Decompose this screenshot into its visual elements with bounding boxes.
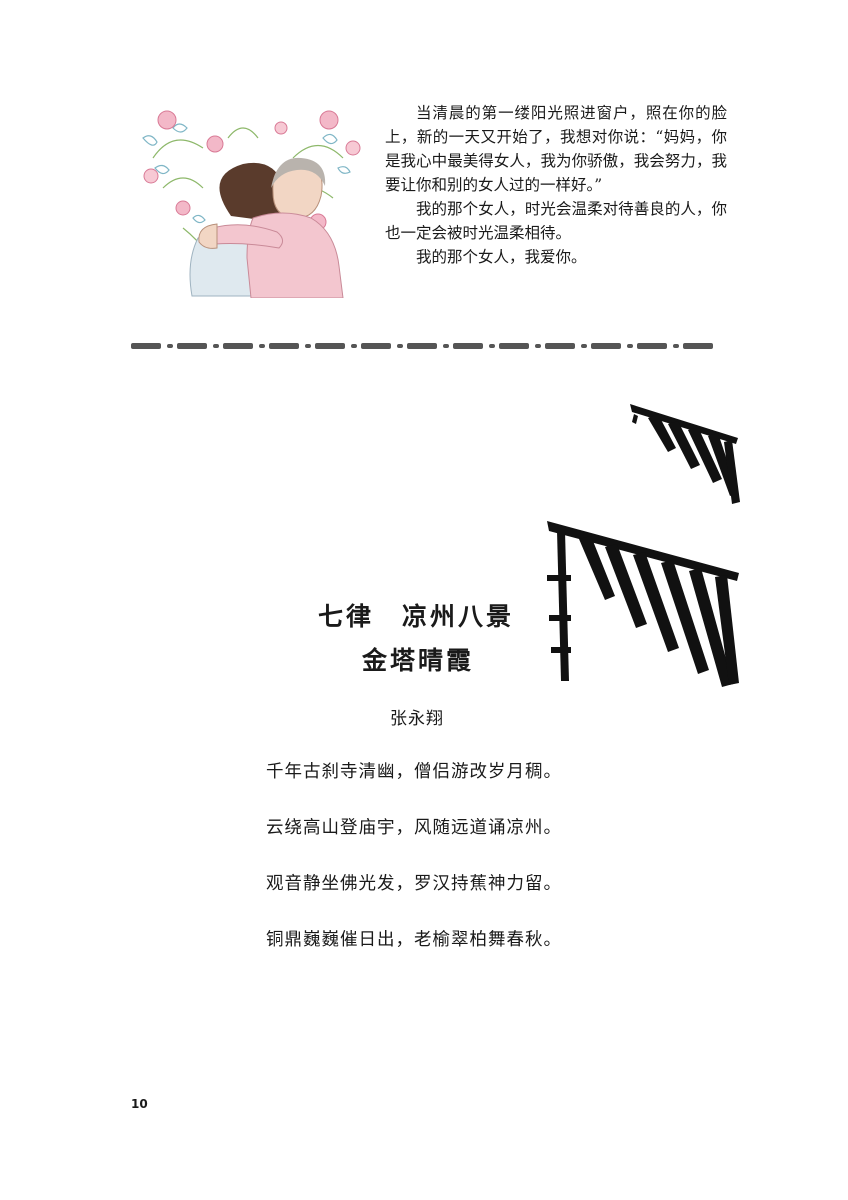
temple-eave-icon <box>630 404 740 504</box>
temple-roof-icon <box>547 521 739 687</box>
embrace-figures-icon <box>189 157 344 298</box>
poem-line: 千年古刹寺清幽，僧侣游改岁月稠。 <box>266 762 562 782</box>
poem-line: 铜鼎巍巍催日出，老榆翠柏舞春秋。 <box>266 930 562 950</box>
poem-author: 张永翔 <box>390 709 444 729</box>
page-number: 10 <box>131 1097 148 1111</box>
essay-paragraph: 我的那个女人，我爱你。 <box>416 248 587 266</box>
poem-line: 观音静坐佛光发，罗汉持蕉神力留。 <box>266 874 562 894</box>
poem-line: 云绕高山登庙宇，风随远道诵凉州。 <box>266 818 562 838</box>
poem-title-line: 七律 凉州八景 <box>318 602 515 631</box>
poem-subtitle-line: 金塔晴霞 <box>362 646 475 675</box>
poem-body: 千年古刹寺清幽，僧侣游改岁月稠。 云绕高山登庙宇，风随远道诵凉州。 观音静坐佛光… <box>266 758 562 982</box>
essay-text: 当清晨的第一缕阳光照进窗户，照在你的脸上，新的一天又开始了，我想对你说：“妈妈，… <box>385 101 727 269</box>
essay-paragraph: 我的那个女人，时光会温柔对待善良的人，你也一定会被时光温柔相待。 <box>385 200 727 242</box>
section-divider <box>131 340 719 352</box>
mother-daughter-illustration <box>142 110 361 298</box>
essay-paragraph: 当清晨的第一缕阳光照进窗户，照在你的脸上，新的一天又开始了，我想对你说：“妈妈，… <box>385 104 727 194</box>
